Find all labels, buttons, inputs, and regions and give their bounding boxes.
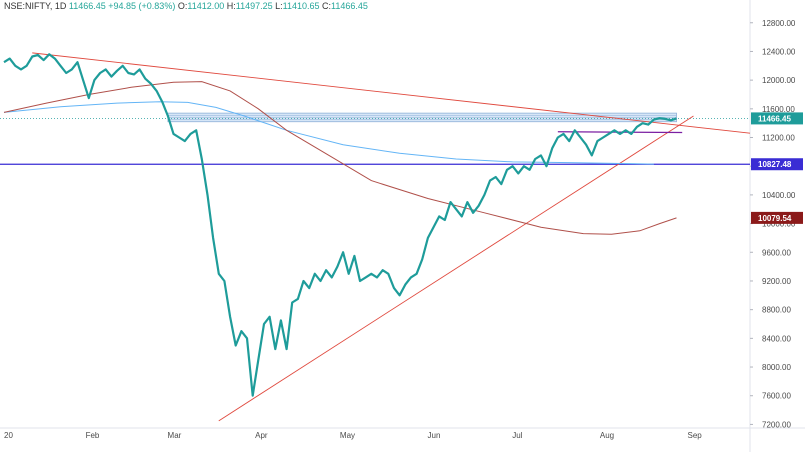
x-tick-label: Sep xyxy=(687,431,702,440)
x-tick-label: Mar xyxy=(168,431,182,440)
last-price: 11466.45 xyxy=(68,1,106,11)
y-tick-label: 9600.00 xyxy=(762,248,791,257)
x-tick-label: Feb xyxy=(86,431,100,440)
y-tick-label: 10000.00 xyxy=(762,220,796,229)
price-series-line xyxy=(3,53,677,397)
low-value: 11410.65 xyxy=(282,1,320,11)
downtrend-line xyxy=(32,52,751,134)
symbol-label: NSE:NIFTY, 1D xyxy=(4,1,67,11)
y-tick-label: 8000.00 xyxy=(762,363,791,372)
y-tick-label: 12400.00 xyxy=(762,47,796,56)
price-badge xyxy=(751,211,803,224)
open-value: 11412.00 xyxy=(187,1,225,11)
close-value: 11466.45 xyxy=(331,1,368,11)
y-tick-label: 9200.00 xyxy=(762,277,791,286)
x-tick-label: Jul xyxy=(512,431,522,440)
price-badge-label: 11466.45 xyxy=(758,114,791,123)
high-value: 11497.25 xyxy=(235,1,273,11)
range-line xyxy=(557,131,683,134)
y-tick-label: 7600.00 xyxy=(762,392,791,401)
y-tick-label: 7200.00 xyxy=(762,420,791,429)
y-tick-label: 10400.00 xyxy=(762,191,796,200)
x-tick-label: May xyxy=(340,431,355,440)
price-badge-label: 10079.54 xyxy=(758,214,792,223)
y-tick-label: 12800.00 xyxy=(762,19,796,28)
uptrend-line xyxy=(218,115,694,422)
open-label: O: xyxy=(177,1,188,11)
y-tick-label: 8400.00 xyxy=(762,334,791,343)
x-tick-label: Aug xyxy=(600,431,614,440)
moving-average-long xyxy=(3,81,677,235)
low-label: L: xyxy=(275,1,283,11)
price-badge-label: 10827.48 xyxy=(758,160,792,169)
y-tick-label: 12000.00 xyxy=(762,76,796,85)
y-tick-label: 11600.00 xyxy=(762,105,795,114)
y-tick-label: 11200.00 xyxy=(762,134,795,143)
close-label: C: xyxy=(322,1,332,11)
price-change: +94.85 (+0.83%) xyxy=(108,1,176,11)
x-tick-label: 20 xyxy=(4,431,13,440)
x-tick-label: Jun xyxy=(428,431,441,440)
moving-average-mid xyxy=(3,101,654,165)
y-tick-label: 8800.00 xyxy=(762,306,791,315)
price-badge xyxy=(751,112,803,125)
price-badge xyxy=(751,158,803,171)
high-label: H: xyxy=(226,1,236,11)
chart-legend: NSE:NIFTY, 1D 11466.45 +94.85 (+0.83%) O… xyxy=(4,1,368,11)
x-tick-label: Apr xyxy=(255,431,268,440)
